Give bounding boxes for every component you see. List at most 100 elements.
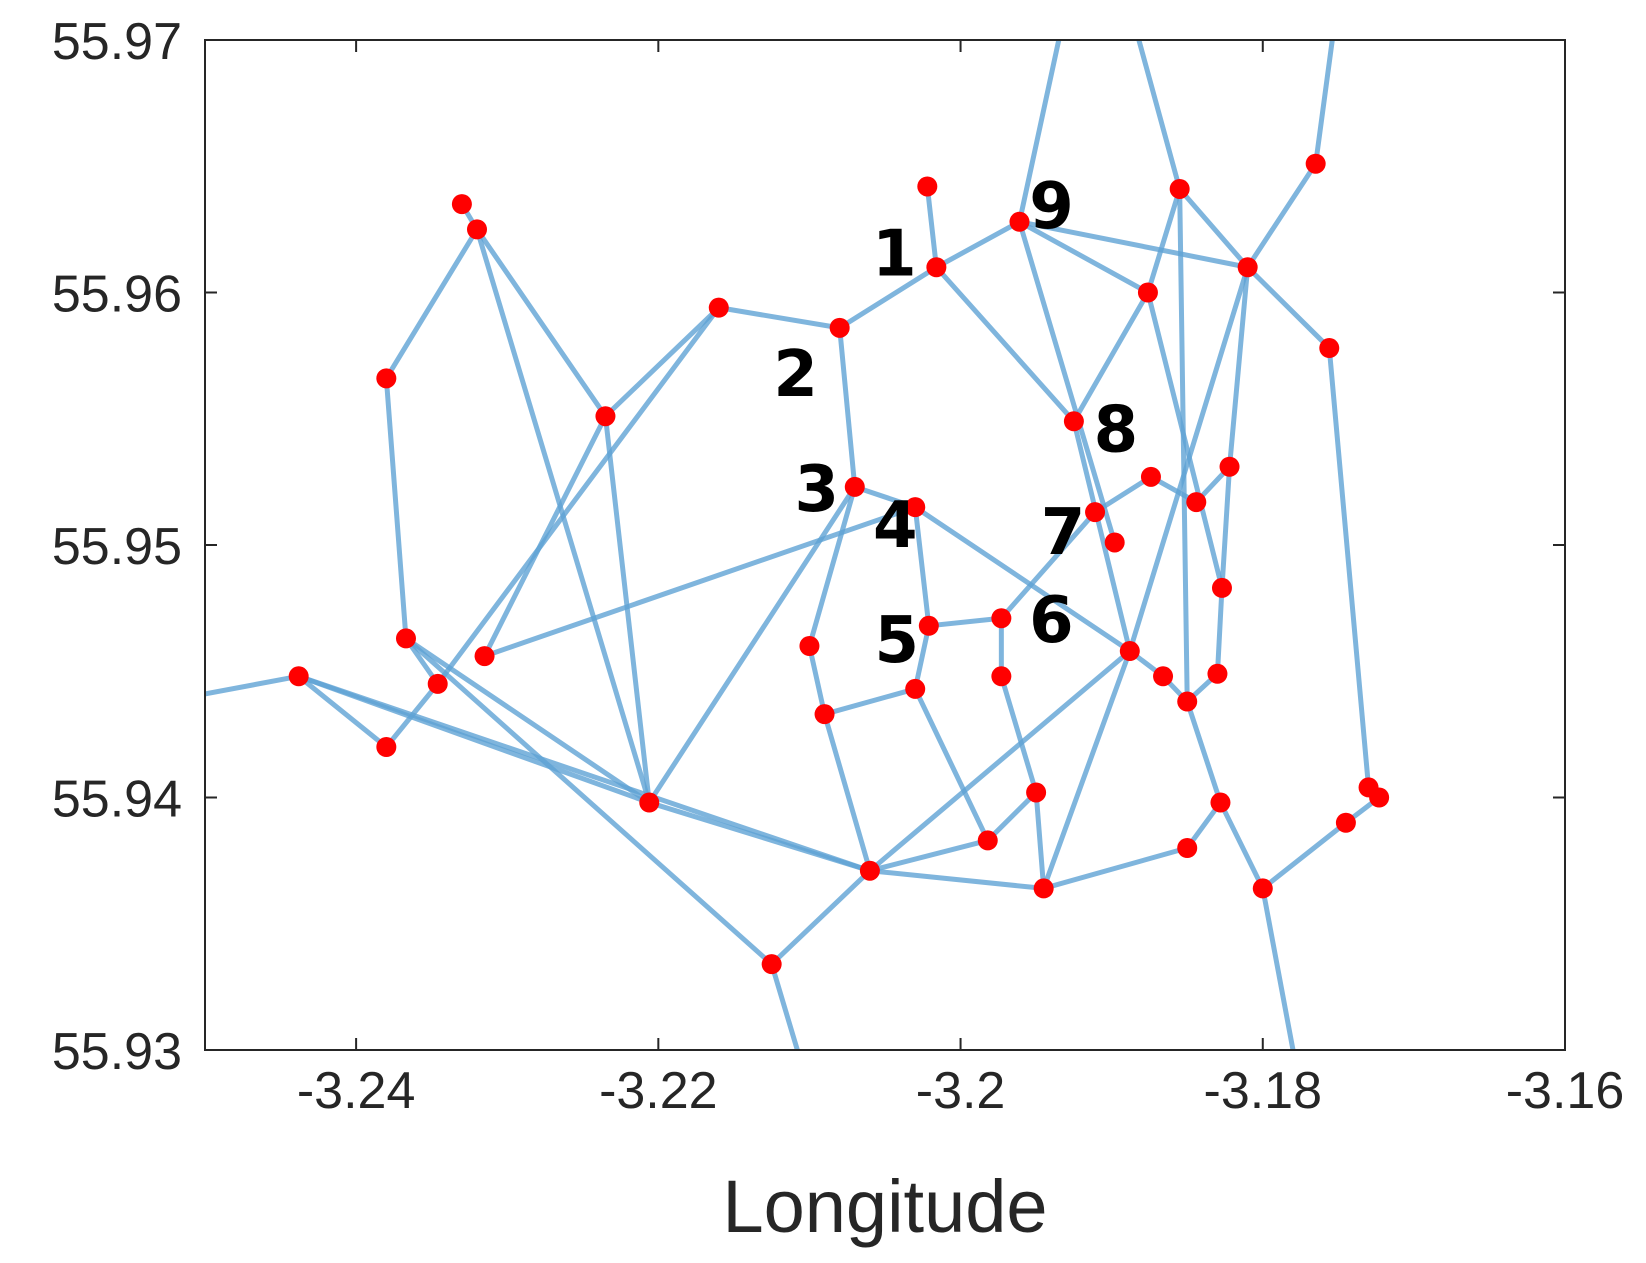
- node-a13: [799, 636, 820, 656]
- node-n6: [991, 608, 1012, 629]
- node-a14: [814, 704, 835, 725]
- edge-a7-a17: [403, 635, 775, 967]
- node-a38: [1319, 338, 1340, 359]
- edge-n1-n9: [933, 219, 1022, 270]
- node-a22: [1104, 532, 1125, 553]
- edge-n4-n5: [912, 504, 932, 629]
- plot-background: [205, 40, 1565, 1050]
- edge-a4-a9: [435, 305, 722, 687]
- node-a24: [1140, 466, 1161, 487]
- edge-n6-n7: [998, 509, 1098, 621]
- edge-n2-a4: [716, 305, 843, 331]
- node-a2: [451, 194, 472, 215]
- node-a40: [1369, 787, 1390, 808]
- edge-a15-a20: [912, 686, 991, 843]
- node-a35: [1137, 282, 1158, 303]
- edge-n4-a8: [482, 504, 918, 659]
- edge-a5-a7: [383, 375, 409, 641]
- edge-a35-a36: [1145, 186, 1183, 295]
- node-a21: [1033, 878, 1054, 899]
- edge-a34-a37: [1245, 161, 1319, 270]
- edge-a29-a34: [1227, 264, 1251, 470]
- y-ticks: 55.93 55.94 55.95 55.96 55.97: [52, 13, 1565, 1081]
- node-a34: [1237, 257, 1258, 278]
- x-axis-label: Longitude: [722, 1165, 1047, 1248]
- edge-a6-a12: [602, 413, 652, 806]
- node-a17: [761, 954, 782, 975]
- edge-a7-a12: [403, 635, 652, 806]
- edge-n4-a23: [912, 504, 1133, 654]
- node-label-2: 2: [773, 338, 818, 412]
- node-label-6: 6: [1029, 584, 1074, 658]
- x-tick-label: -3.24: [297, 1062, 416, 1120]
- edge-a16-a23: [867, 648, 1133, 874]
- edge-a3-a6: [474, 226, 608, 419]
- edge-n8-a23: [1071, 418, 1133, 654]
- edge-n1-n8: [933, 264, 1077, 424]
- node-n9: [1009, 211, 1030, 232]
- edge-a26-a31: [1184, 699, 1223, 806]
- edge-n5-a15: [912, 623, 932, 692]
- node-a20: [977, 830, 998, 851]
- edge-out-a33: [1260, 885, 1296, 1050]
- edge-out-a17: [769, 961, 800, 1050]
- node-a5: [376, 368, 397, 389]
- edge-a41-a33: [1260, 820, 1349, 891]
- edge-a19-a21: [1033, 789, 1047, 891]
- edge-n9-a22: [1016, 219, 1118, 545]
- node-a32: [1177, 838, 1198, 858]
- edge-n1-n2: [837, 264, 939, 331]
- node-n7: [1085, 502, 1106, 523]
- node-label-9: 9: [1029, 170, 1074, 244]
- edge-a28-a30: [1214, 585, 1225, 677]
- edges-layer: [205, 40, 1382, 1050]
- node-a10: [288, 666, 309, 687]
- node-a4: [708, 297, 729, 318]
- edge-a16-a17: [769, 868, 873, 967]
- edge-a13-a14: [806, 643, 828, 717]
- edge-a6-a8: [482, 413, 608, 659]
- node-a25: [1153, 666, 1174, 687]
- edge-out-a37: [1313, 40, 1335, 167]
- edge-a14-a16: [822, 711, 873, 874]
- node-a15: [905, 678, 926, 699]
- edge-n3-a13: [806, 484, 858, 649]
- node-a29: [1219, 456, 1240, 477]
- edge-a21-a23: [1041, 648, 1133, 891]
- node-a26: [1177, 691, 1198, 712]
- edge-a16-a21: [867, 868, 1047, 891]
- node-a41: [1335, 812, 1356, 833]
- node-a27: [1186, 492, 1207, 513]
- node-n1: [926, 257, 947, 278]
- node-n2: [829, 317, 850, 338]
- node-a12: [639, 792, 660, 813]
- node-n5: [918, 615, 939, 636]
- edge-a14-a15: [822, 686, 918, 717]
- nodes-layer: [288, 153, 1390, 975]
- node-a16: [859, 860, 880, 881]
- edge-n2-n3: [837, 325, 858, 490]
- edge-a26-a36: [1177, 186, 1190, 705]
- edge-n5-n6: [926, 615, 1004, 629]
- y-tick-label: 55.95: [52, 518, 182, 576]
- edge-n9-a34: [1016, 219, 1251, 270]
- node-a37: [1305, 153, 1326, 174]
- edge-a20-a19: [985, 789, 1039, 843]
- edge-a16-a20: [867, 837, 991, 874]
- x-tick-label: -3.16: [1506, 1062, 1625, 1120]
- edge-out-a36: [1136, 40, 1183, 192]
- edge-out-a10: [205, 673, 302, 697]
- node-a23: [1119, 641, 1140, 662]
- edge-n1-a1: [924, 183, 939, 270]
- node-a19: [1026, 782, 1047, 803]
- y-tick-label: 55.93: [52, 1023, 182, 1081]
- node-a36: [1169, 178, 1190, 199]
- node-a8: [474, 646, 495, 667]
- node-label-3: 3: [795, 453, 840, 527]
- node-label-4: 4: [873, 489, 918, 563]
- edge-a4-a6: [602, 305, 722, 419]
- node-a1: [917, 176, 938, 197]
- edge-a31-a33: [1217, 800, 1266, 891]
